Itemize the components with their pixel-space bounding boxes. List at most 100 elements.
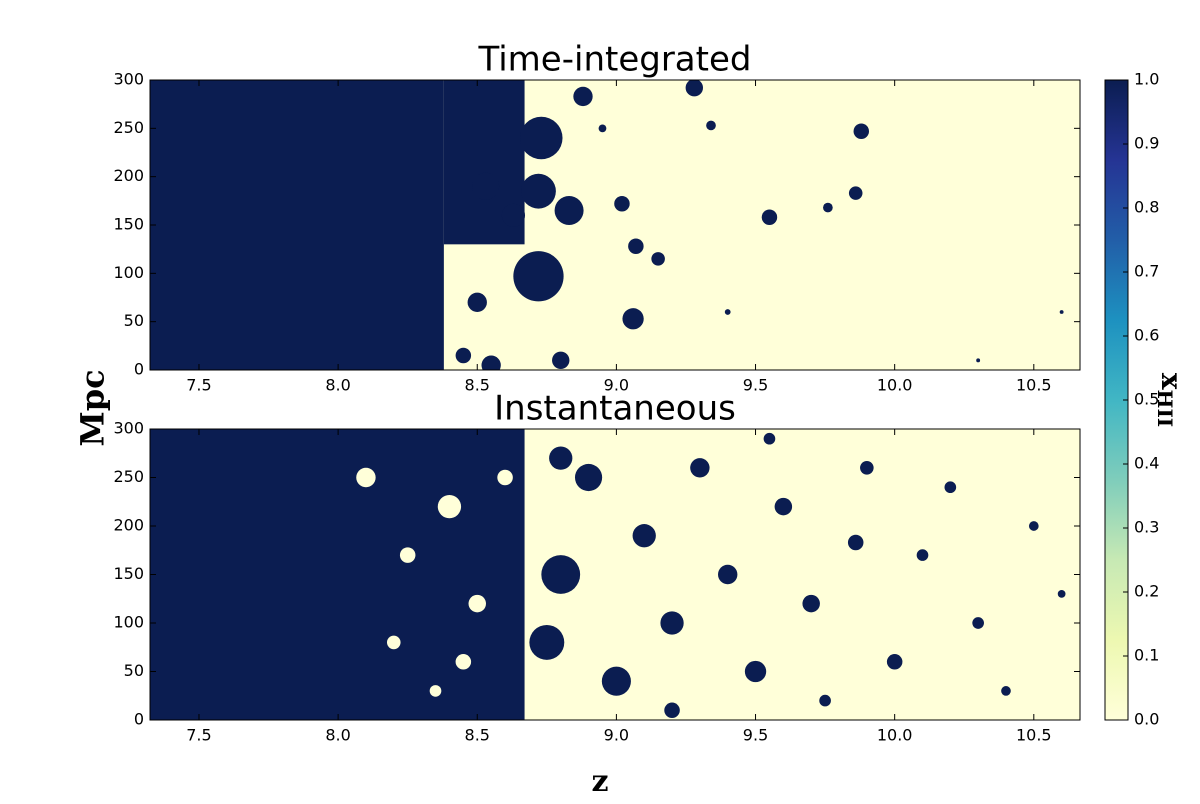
bubble	[944, 481, 957, 494]
y-tick-label: 0	[134, 710, 144, 729]
bubble	[529, 624, 565, 660]
bubble	[549, 446, 573, 470]
bubble	[976, 358, 981, 363]
x-tick-label: 7.5	[186, 376, 211, 395]
y-tick-label: 150	[113, 564, 144, 583]
bubble	[685, 80, 704, 97]
bubble	[356, 467, 376, 488]
colorbar-tick-label: 0.3	[1134, 518, 1159, 537]
bubble	[886, 654, 903, 670]
colorbar-label-main: x	[1156, 373, 1189, 390]
y-tick-label: 100	[113, 613, 144, 632]
colorbar-tick-label: 0.0	[1134, 710, 1159, 729]
bubble	[1059, 310, 1064, 314]
bubble	[541, 555, 581, 594]
x-tick-label: 9.0	[604, 376, 629, 395]
bubble	[437, 494, 462, 519]
x-tick-label: 7.5	[186, 726, 211, 745]
bubble	[651, 252, 665, 266]
bubble	[481, 355, 501, 370]
heatmap-area	[150, 429, 1080, 720]
bubble	[521, 173, 556, 209]
bubble	[399, 547, 416, 563]
bubble	[724, 309, 731, 315]
ionized-region	[150, 429, 525, 720]
bubble	[519, 116, 563, 160]
bubble	[468, 594, 486, 613]
heatmap-area	[150, 80, 1080, 370]
bubble	[718, 564, 738, 585]
bubble	[1001, 686, 1011, 696]
bubble	[573, 86, 593, 107]
colorbar-tick-label: 0.4	[1134, 454, 1159, 473]
bubble	[455, 347, 472, 364]
x-tick-label: 8.0	[325, 376, 350, 395]
panel-title: Instantaneous	[494, 389, 736, 429]
panel-title: Time-integrated	[478, 40, 752, 80]
colorbar-tick-label: 0.6	[1134, 326, 1159, 345]
colorbar-tick-label: 0.8	[1134, 198, 1159, 217]
colorbar-label-sub: HII	[1154, 390, 1178, 428]
x-tick-label: 9.5	[743, 376, 768, 395]
x-tick-label: 10.0	[877, 376, 913, 395]
bubble	[972, 617, 984, 629]
bubble	[690, 458, 710, 478]
bubble	[774, 497, 793, 516]
bubble	[660, 611, 684, 635]
bubble	[386, 635, 401, 650]
y-tick-label: 200	[113, 516, 144, 535]
x-tick-label: 10.5	[1016, 726, 1052, 745]
bubble	[601, 666, 631, 696]
colorbar-tick-label: 0.9	[1134, 134, 1159, 153]
y-tick-label: 300	[113, 70, 144, 89]
bubble	[802, 594, 820, 613]
bubble	[628, 238, 644, 254]
bubble	[761, 209, 778, 225]
bubble	[916, 549, 929, 561]
y-tick-label: 250	[113, 118, 144, 137]
bubble	[848, 186, 863, 200]
bubble	[598, 124, 607, 133]
bubble	[744, 660, 767, 683]
bubble	[664, 702, 680, 719]
bubble	[847, 534, 864, 551]
x-tick-label: 8.5	[465, 726, 490, 745]
bubble	[455, 654, 472, 670]
bubble	[497, 469, 513, 486]
bubble	[552, 351, 570, 370]
y-tick-label: 150	[113, 215, 144, 234]
y-tick-label: 200	[113, 166, 144, 185]
x-tick-label: 8.0	[325, 726, 350, 745]
x-tick-label: 9.0	[604, 726, 629, 745]
bubble	[472, 172, 500, 200]
bubble	[501, 203, 526, 227]
x-tick-label: 10.0	[877, 726, 913, 745]
y-tick-label: 250	[113, 467, 144, 486]
bubble	[763, 432, 776, 445]
x-axis-label: z	[591, 764, 608, 799]
bubble	[622, 308, 644, 330]
bubble	[706, 120, 716, 131]
colorbar-tick-label: 0.5	[1134, 390, 1159, 409]
bubble	[853, 123, 870, 139]
bubble	[823, 202, 833, 213]
colorbar-tick-label: 0.7	[1134, 262, 1159, 281]
ionized-region	[150, 80, 444, 370]
y-tick-label: 50	[124, 661, 144, 680]
bubble	[574, 463, 603, 492]
y-tick-label: 0	[134, 360, 144, 379]
y-tick-label: 100	[113, 263, 144, 282]
colorbar-tick-label: 0.2	[1134, 582, 1159, 601]
y-tick-label: 300	[113, 419, 144, 438]
bubble	[467, 292, 487, 313]
y-tick-label: 50	[124, 311, 144, 330]
x-tick-label: 10.5	[1016, 376, 1052, 395]
bubble	[1028, 521, 1039, 531]
bubble	[429, 685, 442, 697]
y-axis-label: Mpc	[74, 369, 112, 446]
bubble	[819, 694, 831, 707]
bubble	[513, 251, 564, 302]
colorbar-label: xHII	[1154, 373, 1189, 427]
bubble	[1057, 590, 1066, 598]
